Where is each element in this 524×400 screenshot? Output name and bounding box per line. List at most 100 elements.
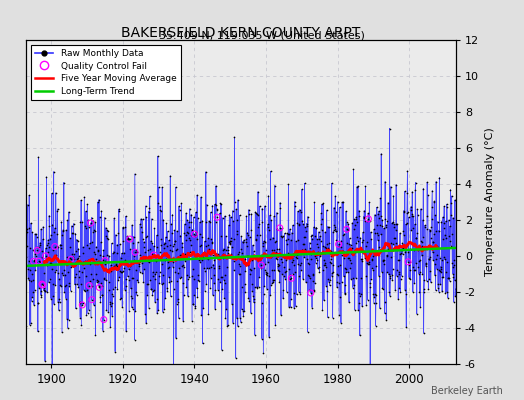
Point: [38, 248, 47, 254]
Point: [89, 218, 97, 224]
Point: [121, 287, 129, 293]
Point: [220, 246, 228, 252]
Point: [306, 245, 314, 252]
Point: [200, 249, 209, 256]
Point: [441, 290, 450, 296]
Point: [310, 287, 318, 294]
Point: [246, 270, 255, 277]
Point: [451, 277, 459, 284]
Point: [427, 235, 435, 242]
Point: [378, 258, 387, 264]
Point: [445, 233, 453, 239]
Point: [399, 208, 408, 214]
Point: [67, 264, 75, 270]
Point: [208, 239, 216, 246]
Point: [252, 236, 260, 242]
Point: [232, 315, 241, 321]
Point: [239, 257, 248, 263]
Point: [328, 180, 336, 186]
Point: [359, 229, 367, 236]
Point: [337, 320, 345, 326]
Point: [119, 224, 127, 231]
Point: [165, 274, 173, 280]
Point: [171, 269, 180, 275]
Point: [33, 247, 41, 254]
Point: [260, 283, 268, 289]
Point: [152, 257, 160, 264]
Point: [400, 246, 409, 253]
Point: [108, 293, 117, 300]
Point: [215, 263, 223, 269]
Point: [279, 233, 287, 239]
Point: [115, 259, 124, 266]
Point: [222, 233, 230, 240]
Point: [226, 239, 234, 246]
Point: [74, 245, 82, 252]
Point: [399, 251, 407, 258]
Point: [62, 227, 70, 233]
Point: [370, 291, 379, 297]
Point: [372, 300, 380, 306]
Point: [418, 252, 426, 258]
Point: [122, 213, 130, 220]
Point: [70, 220, 78, 227]
Point: [196, 259, 205, 266]
Point: [316, 233, 324, 240]
Point: [311, 233, 320, 239]
Point: [379, 257, 388, 263]
Point: [406, 267, 414, 274]
Point: [259, 290, 268, 297]
Point: [234, 249, 243, 255]
Point: [116, 268, 124, 274]
Point: [55, 276, 63, 282]
Point: [140, 238, 148, 245]
Point: [271, 255, 280, 262]
Point: [441, 232, 449, 238]
Point: [195, 254, 203, 261]
Point: [203, 255, 211, 261]
Point: [440, 220, 448, 226]
Point: [128, 295, 136, 301]
Point: [214, 253, 223, 259]
Point: [145, 258, 154, 265]
Point: [212, 202, 221, 208]
Point: [437, 266, 445, 272]
Point: [24, 274, 32, 281]
Point: [276, 200, 285, 206]
Point: [430, 231, 438, 238]
Point: [325, 224, 333, 231]
Point: [308, 236, 316, 242]
Point: [88, 283, 96, 289]
Point: [243, 262, 252, 268]
Point: [380, 310, 389, 316]
Point: [429, 257, 438, 263]
Point: [101, 258, 109, 264]
Point: [56, 241, 64, 248]
Point: [30, 302, 38, 308]
Point: [148, 292, 157, 298]
Point: [413, 206, 421, 212]
Point: [354, 183, 362, 189]
Point: [365, 218, 374, 224]
Point: [400, 209, 408, 215]
Point: [274, 263, 282, 269]
Point: [370, 226, 378, 232]
Point: [144, 258, 152, 264]
Point: [253, 211, 261, 217]
Point: [381, 178, 389, 185]
Point: [409, 289, 417, 295]
Point: [242, 213, 250, 219]
Point: [254, 212, 262, 218]
Point: [270, 277, 278, 283]
Point: [366, 280, 374, 286]
Point: [46, 260, 54, 266]
Point: [293, 220, 302, 226]
Point: [378, 269, 386, 275]
Point: [442, 269, 451, 275]
Point: [41, 253, 50, 259]
Point: [263, 269, 271, 276]
Point: [335, 312, 343, 318]
Point: [223, 322, 232, 329]
Point: [289, 257, 298, 263]
Point: [187, 232, 195, 239]
